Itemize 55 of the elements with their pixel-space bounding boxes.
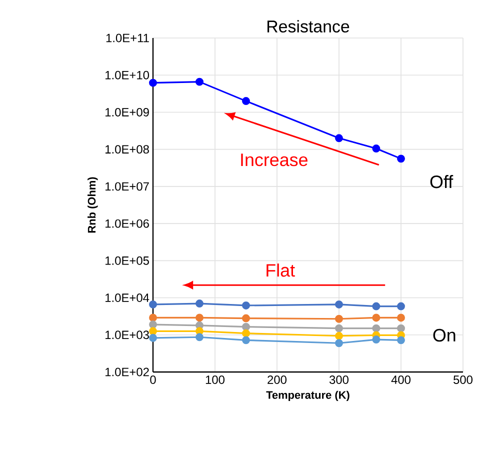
y-tick-label: 1.0E+07 [106, 182, 149, 191]
point [149, 327, 157, 336]
point [397, 302, 405, 310]
point [372, 314, 380, 322]
point [242, 97, 250, 106]
point [372, 302, 380, 310]
annotation: On [433, 328, 456, 342]
y-axis-title: Rnb (Ohm) [88, 177, 98, 233]
point [397, 314, 405, 322]
y-tick-label: 1.0E+02 [106, 368, 149, 376]
point [397, 336, 405, 344]
y-tick-label: 1.0E+06 [106, 219, 149, 228]
annotation: Increase [241, 154, 308, 166]
point [372, 336, 380, 344]
x-tick-label: 100 [206, 376, 225, 384]
point [196, 78, 204, 86]
point [196, 300, 204, 308]
x-axis-title: Temperature (K) [266, 390, 350, 402]
point [372, 144, 380, 153]
point [242, 336, 250, 344]
chart-title: Resistance [268, 20, 350, 33]
annotation: Flat [266, 264, 295, 277]
point [335, 314, 343, 323]
y-tick-label: 1.0E+10 [106, 70, 150, 80]
point [149, 320, 157, 329]
point [149, 78, 157, 87]
point [335, 339, 343, 348]
point [372, 324, 380, 332]
point [196, 314, 204, 322]
point [335, 300, 343, 308]
y-tick-label: 1.0E+05 [106, 256, 149, 265]
y-tick-label: 1.0E+03 [106, 330, 149, 340]
point [242, 314, 250, 322]
x-tick-label: 500 [454, 376, 473, 384]
point [242, 329, 250, 338]
point [335, 134, 343, 142]
y-tick-label: 1.0E+11 [106, 34, 149, 42]
y-tick-label: 1.0E+04 [106, 294, 150, 302]
x-tick-label: 400 [391, 376, 411, 384]
point [149, 314, 157, 322]
point [149, 300, 157, 308]
point [397, 324, 405, 332]
annotation: Off [430, 175, 454, 188]
point [149, 334, 157, 342]
y-tick-label: 1.0E+09 [106, 108, 149, 116]
point [242, 322, 250, 331]
y-tick-label: 1.0E+08 [106, 145, 149, 154]
point [335, 324, 343, 332]
x-tick-label: 300 [329, 376, 349, 384]
x-tick-label: 0 [150, 376, 156, 384]
x-tick-label: 200 [268, 376, 287, 384]
point [242, 301, 250, 310]
point [196, 333, 204, 342]
point [397, 154, 405, 163]
point [335, 332, 343, 340]
